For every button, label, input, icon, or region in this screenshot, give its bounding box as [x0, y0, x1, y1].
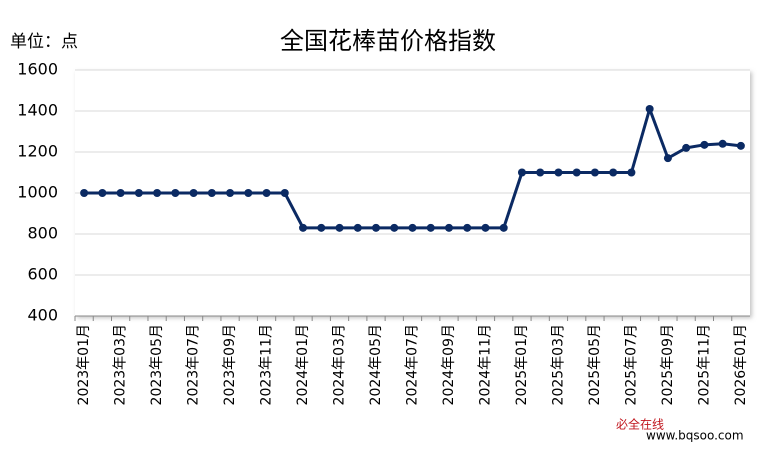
x-tick-label: 2025年07月	[623, 324, 639, 405]
point	[189, 189, 198, 197]
x-tick-label: 2023年05月	[149, 324, 165, 405]
y-tick-label: 800	[27, 224, 58, 243]
point	[572, 168, 581, 177]
point	[280, 189, 289, 197]
y-tick-label: 1200	[17, 142, 58, 161]
point	[134, 189, 143, 197]
point	[408, 223, 417, 232]
point	[390, 223, 399, 232]
point	[426, 223, 435, 232]
point	[207, 189, 216, 197]
x-tick-label: 2024年01月	[295, 324, 311, 405]
chart-title: 全国花棒苗价格指数	[280, 27, 496, 55]
y-tick-label: 1600	[17, 60, 58, 79]
point	[718, 139, 727, 148]
point	[627, 168, 636, 177]
watermark-logo: 必全在线	[616, 417, 664, 432]
y-unit-label: 单位：点	[10, 32, 78, 52]
point	[444, 223, 453, 232]
x-tick-label: 2024年09月	[441, 324, 457, 405]
point	[554, 168, 563, 177]
point	[536, 168, 545, 177]
point	[226, 189, 235, 197]
point	[171, 189, 180, 197]
point	[645, 104, 654, 113]
x-tick-label: 2024年11月	[477, 324, 493, 405]
y-tick-label: 1400	[17, 101, 58, 120]
point	[244, 189, 253, 197]
x-tick-label: 2023年09月	[222, 324, 238, 405]
point	[372, 223, 381, 232]
y-tick-label: 400	[27, 306, 58, 325]
point	[317, 223, 326, 232]
point	[590, 168, 599, 177]
y-tick-label: 600	[27, 265, 58, 284]
x-tick-label: 2023年03月	[113, 324, 129, 405]
point	[299, 223, 308, 232]
point	[663, 154, 672, 163]
point	[481, 223, 490, 232]
x-tick-label: 2024年05月	[368, 324, 384, 405]
point	[116, 189, 125, 197]
point	[499, 223, 508, 232]
x-tick-label: 2024年07月	[405, 324, 421, 405]
x-tick-label: 2025年01月	[514, 324, 530, 405]
x-tick-label: 2023年07月	[186, 324, 202, 405]
x-tick-label: 2025年11月	[696, 324, 712, 405]
x-tick-label: 2023年11月	[259, 324, 275, 405]
x-tick-label: 2025年05月	[587, 324, 603, 405]
point	[700, 140, 709, 149]
point	[335, 223, 344, 232]
x-tick-label: 2026年01月	[733, 324, 749, 405]
point	[353, 223, 362, 232]
point	[682, 143, 691, 152]
point	[153, 189, 162, 197]
x-tick-label: 2025年09月	[660, 324, 676, 405]
point	[517, 168, 526, 177]
y-tick-label: 1000	[17, 183, 58, 202]
point	[262, 189, 271, 197]
point	[609, 168, 618, 177]
watermark-url: www.bqsoo.com	[646, 429, 744, 443]
x-tick-label: 2025年03月	[550, 324, 566, 405]
point	[80, 189, 89, 197]
x-tick-label: 2024年03月	[332, 324, 348, 405]
point	[463, 223, 472, 232]
point	[98, 189, 107, 197]
point	[736, 141, 745, 150]
x-tick-label: 2023年01月	[76, 324, 92, 405]
